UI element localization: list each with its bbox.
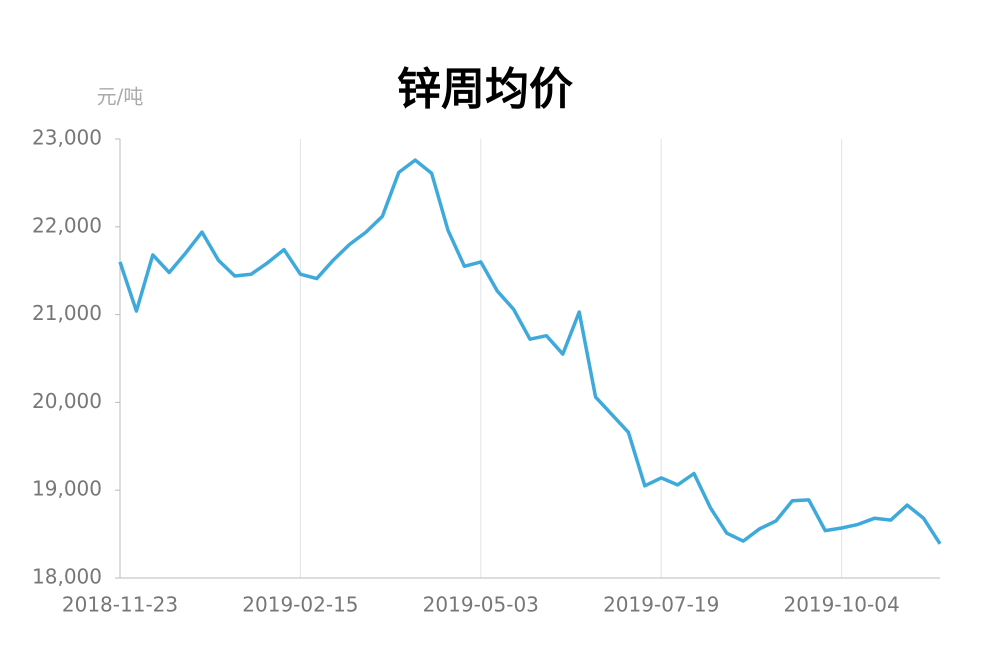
y-tick-label: 18,000 xyxy=(32,565,102,589)
data-line xyxy=(118,158,942,545)
x-tick-label: 2019-05-03 xyxy=(423,593,539,617)
y-tick-label: 23,000 xyxy=(32,126,102,150)
x-tick-label: 2018-11-23 xyxy=(62,593,178,617)
y-tick-label: 19,000 xyxy=(32,477,102,501)
y-tick-label: 20,000 xyxy=(32,389,102,413)
x-tick-label: 2019-10-04 xyxy=(783,593,899,617)
x-tick-label: 2019-07-19 xyxy=(603,593,719,617)
chart-title: 锌周均价 xyxy=(397,64,573,115)
x-tick-label: 2019-02-15 xyxy=(242,593,358,617)
y-tick-label: 22,000 xyxy=(32,213,102,237)
y-unit: 元/吨 xyxy=(97,85,144,109)
y-tick-label: 21,000 xyxy=(32,301,102,325)
